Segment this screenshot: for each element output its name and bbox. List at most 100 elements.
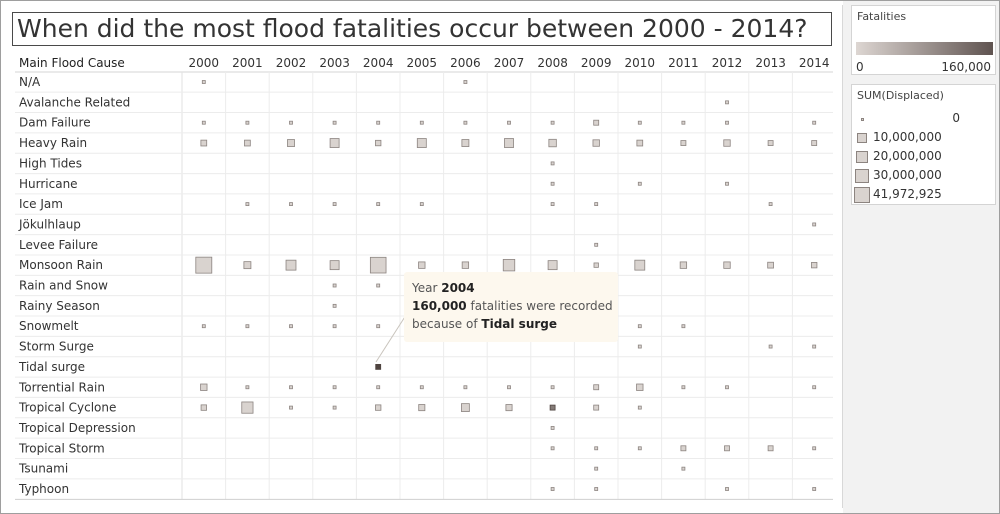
mark: [725, 100, 729, 105]
mark: [681, 385, 686, 390]
mark: [680, 445, 687, 452]
column-header-2014: 2014: [799, 56, 830, 70]
size-legend-label: 20,000,000: [873, 149, 942, 163]
legend-panel: [843, 1, 999, 513]
mark: [637, 446, 642, 451]
mark: [725, 385, 729, 390]
fatalities-gradient-bar: [856, 42, 993, 55]
displaced-legend-title: SUM(Displaced): [857, 89, 944, 102]
mark: [507, 120, 511, 125]
row-header-label: Main Flood Cause: [19, 56, 125, 70]
mark: [419, 120, 424, 125]
mark: [375, 139, 382, 147]
mark: [811, 262, 818, 269]
mark: [724, 445, 730, 452]
mark: [285, 259, 297, 271]
fatalities-legend[interactable]: Fatalities 0 160,000: [851, 5, 996, 75]
row-label-10: Rain and Snow: [19, 279, 108, 293]
row-label-13: Storm Surge: [19, 340, 94, 354]
tooltip: Year 2004 160,000 fatalities were record…: [404, 272, 618, 342]
mark: [594, 466, 599, 471]
mark: [418, 404, 426, 412]
size-legend-label: 30,000,000: [873, 168, 942, 182]
mark: [768, 344, 773, 349]
column-header-2003: 2003: [319, 56, 350, 70]
mark: [332, 120, 337, 125]
size-legend-swatch: [857, 133, 867, 143]
row-label-19: Tsunami: [18, 462, 68, 476]
mark: [200, 139, 208, 147]
row-label-12: Snowmelt: [19, 319, 79, 333]
mark: [245, 385, 250, 390]
mark: [416, 138, 427, 148]
mark: [463, 120, 468, 125]
mark: [289, 385, 293, 390]
mark: [461, 261, 470, 269]
size-legend-item: 20,000,000: [852, 148, 1000, 167]
mark: [725, 120, 729, 125]
row-label-6: Ice Jam: [19, 197, 63, 211]
mark: [812, 222, 817, 227]
row-label-20: Typhoon: [18, 482, 69, 496]
tooltip-year-value: 2004: [441, 281, 475, 295]
mark: [547, 260, 558, 271]
mark: [329, 138, 340, 148]
mark: [637, 181, 642, 186]
mark: [592, 139, 600, 147]
tooltip-fatalities-value: 160,000: [412, 299, 467, 313]
column-header-2007: 2007: [494, 56, 525, 70]
mark: [287, 139, 295, 147]
row-label-17: Tropical Depression: [18, 421, 136, 435]
row-label-5: Hurricane: [19, 177, 78, 191]
column-header-2002: 2002: [276, 56, 307, 70]
mark: [200, 404, 207, 411]
mark: [419, 385, 424, 390]
mark: [502, 258, 516, 272]
size-legend-swatch: [854, 187, 870, 203]
column-header-2010: 2010: [625, 56, 656, 70]
mark: [679, 261, 688, 269]
mark: [244, 139, 251, 147]
mark: [376, 202, 381, 207]
mark: [593, 119, 600, 126]
mark: [637, 405, 642, 410]
mark: [504, 138, 514, 148]
row-label-18: Tropical Storm: [18, 441, 105, 455]
tooltip-fatalities-line: 160,000 fatalities were recorded: [412, 299, 613, 313]
mark: [594, 487, 599, 491]
mark: [680, 140, 687, 146]
mark: [725, 487, 729, 491]
mark: [376, 120, 381, 125]
mark: [593, 404, 600, 411]
tooltip-fatalities-suffix: fatalities were recorded: [470, 299, 613, 313]
mark: [725, 181, 729, 186]
size-legend-label: 41,972,925: [873, 187, 942, 201]
mark: [332, 202, 337, 207]
mark: [461, 139, 470, 147]
row-label-4: High Tides: [19, 156, 82, 170]
mark: [594, 446, 599, 451]
row-label-1: Avalanche Related: [19, 95, 130, 109]
row-label-8: Levee Failure: [19, 238, 98, 252]
fatalities-legend-title: Fatalities: [857, 10, 907, 23]
size-legend-swatch: [855, 169, 869, 183]
mark: [550, 181, 555, 186]
mark: [723, 139, 731, 147]
page-title: When did the most flood fatalities occur…: [17, 14, 808, 43]
mark: [636, 139, 644, 147]
mark: [332, 405, 337, 410]
mark: [767, 261, 774, 269]
tooltip-cause-line: because of Tidal surge: [412, 317, 557, 331]
mark: [289, 324, 293, 329]
displaced-size-legend[interactable]: SUM(Displaced) 0 10,000,000 20,000,000 30,0…: [851, 84, 996, 205]
fatalities-legend-max: 160,000: [941, 60, 991, 74]
mark: [549, 404, 556, 411]
mark: [812, 344, 817, 349]
mark: [681, 120, 686, 125]
mark: [634, 259, 646, 271]
mark: [812, 446, 817, 451]
mark: [767, 140, 774, 146]
column-header-2009: 2009: [581, 56, 612, 70]
column-header-2000: 2000: [189, 56, 220, 70]
worksheet-area: [5, 5, 843, 508]
